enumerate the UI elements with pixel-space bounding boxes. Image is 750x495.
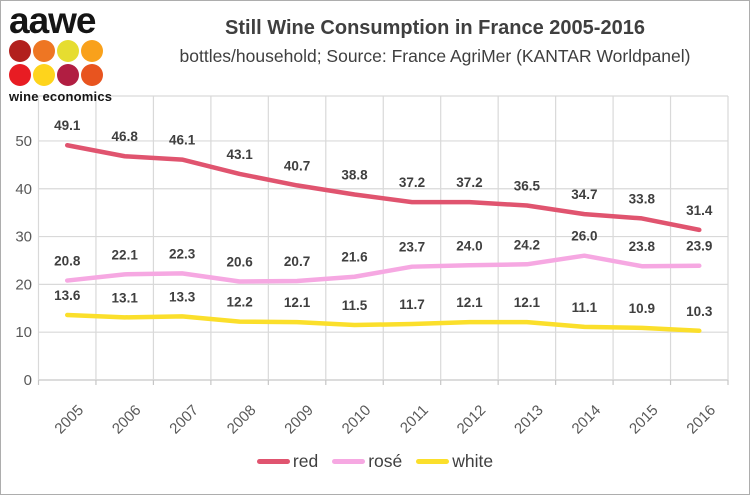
logo-dot-icon (33, 40, 55, 62)
logo-dot-icon (9, 40, 31, 62)
x-tick-label: 2007 (166, 402, 202, 438)
data-label: 13.1 (112, 290, 139, 305)
aawe-dots-icon (9, 40, 103, 86)
data-label: 22.3 (169, 246, 196, 261)
data-label: 46.1 (169, 133, 196, 148)
data-label: 23.9 (686, 239, 712, 254)
data-label: 43.1 (226, 147, 253, 162)
y-tick-label: 10 (15, 324, 32, 341)
red-series-swatch (256, 459, 290, 464)
data-label: 12.2 (226, 295, 252, 310)
legend-label-red: red (292, 451, 319, 471)
data-label: 13.6 (54, 288, 81, 303)
data-label: 36.5 (514, 178, 541, 193)
logo-dot-icon (81, 64, 103, 86)
data-label: 34.7 (571, 187, 597, 202)
x-tick-label: 2016 (683, 402, 719, 438)
logo-dot-icon (81, 40, 103, 62)
data-label: 37.2 (456, 175, 482, 190)
legend-item-red: red (256, 451, 319, 472)
data-label: 10.3 (686, 304, 713, 319)
data-label: 33.8 (629, 191, 656, 206)
data-label: 12.1 (284, 295, 311, 310)
series-line-white (64, 312, 702, 334)
series-line-red (64, 142, 702, 233)
rose-series-swatch (332, 459, 366, 464)
y-tick-label: 20 (15, 276, 32, 293)
series-line-rosé (64, 253, 702, 284)
logo-dot-icon (57, 64, 79, 86)
legend-label-white: white (452, 451, 494, 471)
aawe-wordmark: aawe (9, 0, 97, 41)
data-label: 21.6 (341, 250, 368, 265)
legend-item-rose: rosé (332, 451, 402, 472)
y-tick-label: 0 (24, 372, 32, 389)
x-tick-label: 2009 (281, 402, 317, 438)
data-label: 46.8 (112, 129, 139, 144)
legend-label-rose: rosé (368, 451, 403, 471)
data-label: 13.3 (169, 289, 196, 304)
data-label: 24.2 (514, 237, 540, 252)
data-label: 40.7 (284, 158, 310, 173)
chart-header: Still Wine Consumption in France 2005-20… (129, 17, 741, 67)
data-label: 38.8 (341, 167, 368, 182)
x-tick-label: 2008 (224, 402, 260, 438)
logo-dot-icon (33, 64, 55, 86)
data-label: 12.1 (514, 295, 541, 310)
data-label: 22.1 (112, 247, 139, 262)
data-label: 23.8 (629, 239, 656, 254)
data-label: 49.1 (54, 118, 81, 133)
x-tick-label: 2011 (397, 402, 432, 437)
legend-item-white: white (416, 451, 493, 472)
y-tick-label: 40 (15, 181, 32, 198)
x-tick-label: 2014 (569, 402, 605, 438)
chart-subtitle: bottles/household; Source: France AgriMe… (179, 46, 691, 66)
data-label: 11.7 (399, 297, 425, 312)
x-tick-label: 2012 (454, 402, 490, 438)
data-label: 24.0 (456, 238, 482, 253)
logo-dot-icon (57, 40, 79, 62)
data-label: 20.6 (226, 255, 253, 270)
data-label: 20.7 (284, 254, 310, 269)
data-label: 20.8 (54, 254, 81, 269)
x-tick-label: 2006 (109, 402, 145, 438)
x-tick-label: 2013 (511, 402, 547, 438)
y-tick-label: 30 (15, 229, 32, 246)
chart-title: Still Wine Consumption in France 2005-20… (225, 17, 645, 39)
data-label: 12.1 (456, 295, 483, 310)
data-label: 11.5 (342, 298, 368, 313)
data-label: 23.7 (399, 240, 425, 255)
logo-dot-icon (9, 64, 31, 86)
aawe-logo: aawe wine economics (9, 0, 113, 104)
y-tick-label: 50 (15, 133, 32, 150)
data-label: 10.9 (629, 301, 655, 316)
data-label: 26.0 (571, 229, 597, 244)
x-tick-label: 2005 (51, 402, 87, 438)
x-tick-label: 2010 (339, 402, 375, 438)
chart-legend: red rosé white (1, 451, 749, 472)
data-label: 11.1 (572, 300, 598, 315)
aawe-caption: wine economics (9, 89, 113, 104)
data-label: 37.2 (399, 175, 425, 190)
white-series-swatch (416, 459, 450, 464)
x-tick-label: 2015 (626, 402, 662, 438)
data-label: 31.4 (686, 203, 713, 218)
